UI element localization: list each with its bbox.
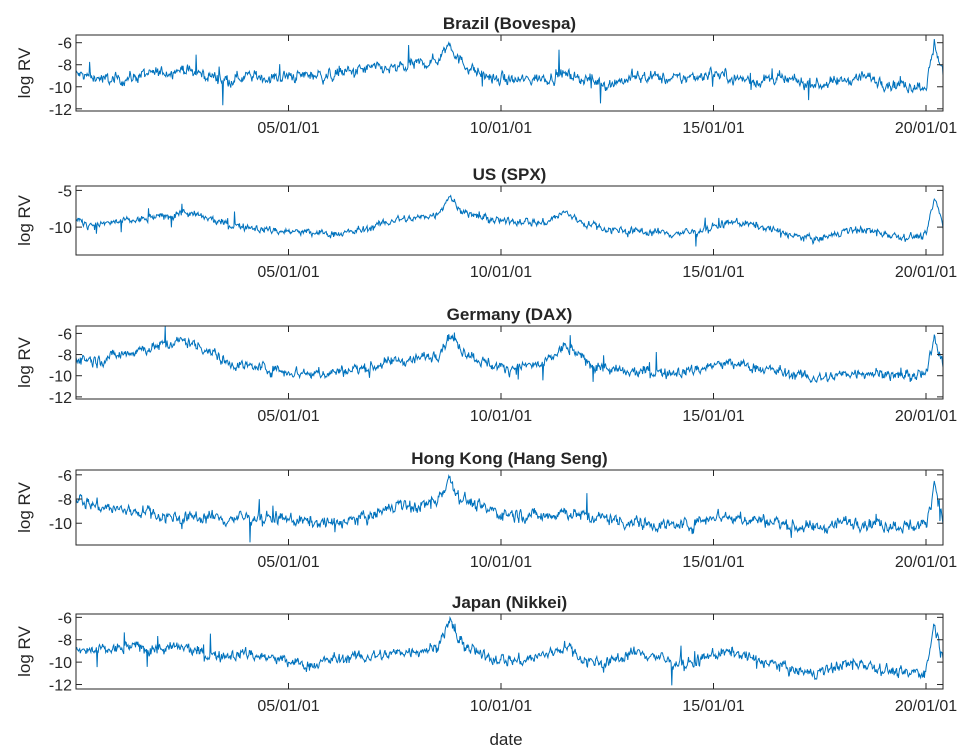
y-tick-label: -8 (58, 58, 72, 75)
x-tick-label: 20/01/01 (895, 120, 957, 137)
x-tick-label: 10/01/01 (470, 408, 532, 425)
series-line (75, 38, 944, 106)
x-tick-label: 10/01/01 (470, 554, 532, 571)
y-axis-label: log RV (15, 481, 34, 532)
subplot-1: US (SPX) log RV 05/01/01 10/01/01 15/01/01 20… (15, 165, 957, 281)
x-tick-label: 05/01/01 (257, 120, 319, 137)
y-axis-label: log RV (15, 336, 34, 387)
y-tick-label: -6 (58, 36, 72, 53)
series-line (75, 194, 944, 247)
y-tick-label: -5 (58, 183, 72, 200)
series-line (75, 326, 944, 384)
y-tick-label: -12 (49, 102, 72, 119)
x-tick-label: 15/01/01 (682, 408, 744, 425)
subplot-title: US (SPX) (473, 165, 547, 184)
y-tick-label: -10 (49, 516, 72, 533)
x-tick-label: 15/01/01 (682, 120, 744, 137)
y-axis-label: log RV (15, 194, 34, 245)
subplot-title: Japan (Nikkei) (452, 593, 567, 612)
subplot-3: Hong Kong (Hang Seng) log RV 05/01/01 10/01… (15, 449, 957, 571)
y-tick-label: -10 (49, 369, 72, 386)
x-tick-label: 10/01/01 (470, 120, 532, 137)
y-tick-label: -8 (58, 492, 72, 509)
y-tick-label: -12 (49, 390, 72, 407)
x-tick-label: 10/01/01 (470, 264, 532, 281)
x-tick-label: 20/01/01 (895, 264, 957, 281)
x-tick-label: 05/01/01 (257, 554, 319, 571)
x-tick-label: 20/01/01 (895, 408, 957, 425)
x-tick-label: 05/01/01 (257, 408, 319, 425)
x-tick-label: 15/01/01 (682, 554, 744, 571)
x-tick-label: 20/01/01 (895, 698, 957, 715)
axes-box (75, 325, 944, 400)
y-tick-label: -12 (49, 678, 72, 695)
x-tick-label: 20/01/01 (895, 554, 957, 571)
subplot-title: Hong Kong (Hang Seng) (411, 449, 607, 468)
x-tick-label: 05/01/01 (257, 264, 319, 281)
axes-box (75, 469, 944, 546)
series-line (75, 473, 944, 543)
axes-box (75, 613, 944, 690)
axes-box (75, 185, 944, 256)
y-tick-label: -6 (58, 326, 72, 343)
subplot-title: Brazil (Bovespa) (443, 14, 576, 33)
x-tick-label: 15/01/01 (682, 264, 744, 281)
subplot-4: Japan (Nikkei) log RV 05/01/01 10/01/01 15/0… (15, 593, 957, 715)
x-tick-label: 10/01/01 (470, 698, 532, 715)
x-axis-label: date (489, 730, 522, 749)
y-tick-label: -10 (49, 655, 72, 672)
y-tick-label: -6 (58, 610, 72, 627)
y-tick-label: -10 (49, 80, 72, 97)
y-tick-label: -8 (58, 348, 72, 365)
subplot-0: Brazil (Bovespa) log RV 05/01/01 10/01/01 15… (15, 14, 957, 137)
x-tick-label: 15/01/01 (682, 698, 744, 715)
axes-box (75, 34, 944, 112)
y-tick-label: -10 (49, 220, 72, 237)
subplot-2: Germany (DAX) log RV 05/01/01 10/01/01 15/01… (15, 305, 957, 425)
x-tick-label: 05/01/01 (257, 698, 319, 715)
y-axis-label: log RV (15, 625, 34, 676)
subplot-title: Germany (DAX) (447, 305, 573, 324)
series-line (75, 615, 944, 686)
y-tick-label: -6 (58, 468, 72, 485)
y-tick-label: -8 (58, 633, 72, 650)
y-axis-label: log RV (15, 47, 34, 98)
